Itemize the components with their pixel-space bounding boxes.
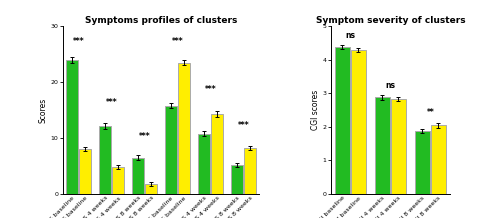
Text: ***: *** <box>138 132 150 141</box>
Bar <box>391 99 406 194</box>
Bar <box>335 47 349 194</box>
Bar <box>99 126 111 194</box>
Bar <box>211 114 223 194</box>
Text: ns: ns <box>346 31 356 40</box>
Bar <box>132 158 144 194</box>
Y-axis label: Scores: Scores <box>38 97 48 123</box>
Bar <box>178 63 190 194</box>
Title: Symptom severity of clusters: Symptom severity of clusters <box>316 16 465 25</box>
Text: ***: *** <box>238 121 249 130</box>
Bar <box>80 149 92 194</box>
Bar <box>351 50 366 194</box>
Bar <box>165 106 177 194</box>
Text: ns: ns <box>386 81 396 90</box>
Text: **: ** <box>426 109 434 118</box>
Bar <box>112 167 124 194</box>
Bar <box>431 125 446 194</box>
Title: Symptoms profiles of clusters: Symptoms profiles of clusters <box>85 16 237 25</box>
Bar <box>230 165 242 194</box>
Text: ***: *** <box>172 37 183 46</box>
Bar <box>415 131 430 194</box>
Y-axis label: CGI scores: CGI scores <box>310 90 320 130</box>
Text: ***: *** <box>73 37 85 46</box>
Text: ***: *** <box>106 98 118 107</box>
Bar <box>244 148 256 194</box>
Text: ***: *** <box>204 85 216 94</box>
Bar <box>198 134 210 194</box>
Bar <box>145 184 157 194</box>
Bar <box>66 60 78 194</box>
Bar <box>375 97 390 194</box>
